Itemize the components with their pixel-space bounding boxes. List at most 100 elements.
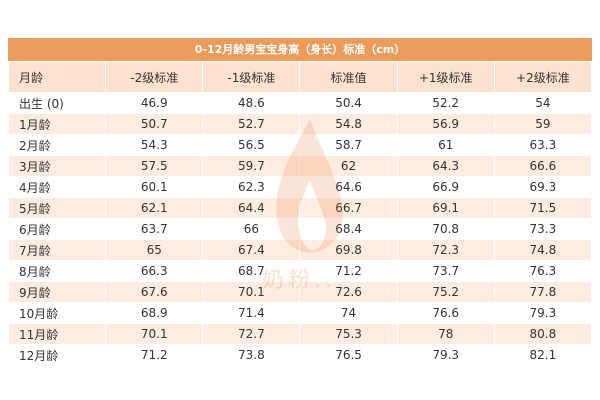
value-cell: 73.8 (202, 344, 301, 366)
value-cell: 61 (396, 134, 495, 156)
value-cell: 63.3 (493, 134, 593, 156)
value-cell: 59.7 (202, 155, 301, 177)
table-row: 10月龄 68.9 71.4 74 76.6 79.3 (7, 302, 593, 324)
value-cell: 56.9 (396, 113, 495, 135)
month-cell: 4月龄 (7, 176, 107, 198)
table-row: 7月龄 65 67.4 69.8 72.3 74.8 (7, 239, 593, 261)
value-cell: 66 (202, 218, 301, 240)
month-cell: 6月龄 (7, 218, 107, 240)
month-cell: 1月龄 (7, 113, 107, 135)
column-header: 标准值 (299, 61, 398, 93)
watermark-text: 奶粉... (262, 268, 347, 293)
value-cell: 71.5 (493, 197, 593, 219)
value-cell: 62 (299, 155, 398, 177)
value-cell: 74.8 (493, 239, 593, 261)
value-cell: 79.3 (396, 344, 495, 366)
value-cell: 54.3 (105, 134, 204, 156)
table-row: 4月龄 60.1 62.3 64.6 66.9 69.3 (7, 176, 593, 198)
value-cell: 82.1 (493, 344, 593, 366)
value-cell: 73.3 (493, 218, 593, 240)
month-cell: 7月龄 (7, 239, 107, 261)
value-cell: 69.1 (396, 197, 495, 219)
value-cell: 56.5 (202, 134, 301, 156)
value-cell: 76.5 (299, 344, 398, 366)
value-cell: 62.3 (202, 176, 301, 198)
value-cell: 50.4 (299, 92, 398, 114)
month-cell: 10月龄 (7, 302, 107, 324)
value-cell: 75.3 (299, 323, 398, 345)
month-cell: 5月龄 (7, 197, 107, 219)
value-cell: 80.8 (493, 323, 593, 345)
month-cell: 3月龄 (7, 155, 107, 177)
value-cell: 64.4 (202, 197, 301, 219)
value-cell: 58.7 (299, 134, 398, 156)
value-cell: 71.4 (202, 302, 301, 324)
column-header: -1级标准 (202, 61, 301, 93)
value-cell: 66.6 (493, 155, 593, 177)
value-cell: 69.8 (299, 239, 398, 261)
value-cell: 72.7 (202, 323, 301, 345)
value-cell: 70.1 (202, 281, 301, 303)
month-cell: 11月龄 (7, 323, 107, 345)
value-cell: 52.7 (202, 113, 301, 135)
value-cell: 57.5 (105, 155, 204, 177)
table-row: 11月龄 70.1 72.7 75.3 78 80.8 (7, 323, 593, 345)
header-row: 月龄 -2级标准 -1级标准 标准值 +1级标准 +2级标准 (7, 61, 593, 93)
month-cell: 2月龄 (7, 134, 107, 156)
month-cell: 8月龄 (7, 260, 107, 282)
value-cell: 66.9 (396, 176, 495, 198)
column-header: +1级标准 (396, 61, 495, 93)
value-cell: 66.7 (299, 197, 398, 219)
value-cell: 64.6 (299, 176, 398, 198)
table-row: 出生 (0) 46.9 48.6 50.4 52.2 54 (7, 92, 593, 114)
height-standard-table-card: 0-12月龄男宝宝身高（身长）标准（cm） 月龄 -2级标准 -1级标准 标准值… (7, 38, 593, 366)
value-cell: 63.7 (105, 218, 204, 240)
value-cell: 73.7 (396, 260, 495, 282)
value-cell: 74 (299, 302, 398, 324)
value-cell: 68.9 (105, 302, 204, 324)
table-row: 1月龄 50.7 52.7 54.8 56.9 59 (7, 113, 593, 135)
value-cell: 70.1 (105, 323, 204, 345)
value-cell: 46.9 (105, 92, 204, 114)
value-cell: 77.8 (493, 281, 593, 303)
value-cell: 78 (396, 323, 495, 345)
value-cell: 69.3 (493, 176, 593, 198)
value-cell: 72.3 (396, 239, 495, 261)
value-cell: 76.6 (396, 302, 495, 324)
value-cell: 62.1 (105, 197, 204, 219)
value-cell: 65 (105, 239, 204, 261)
table-row: 6月龄 63.7 66 68.4 70.8 73.3 (7, 218, 593, 240)
value-cell: 68.7 (202, 260, 301, 282)
month-cell: 出生 (0) (7, 92, 107, 114)
value-cell: 67.4 (202, 239, 301, 261)
value-cell: 54.8 (299, 113, 398, 135)
value-cell: 79.3 (493, 302, 593, 324)
table-row: 3月龄 57.5 59.7 62 64.3 66.6 (7, 155, 593, 177)
value-cell: 67.6 (105, 281, 204, 303)
column-header: -2级标准 (105, 61, 204, 93)
value-cell: 50.7 (105, 113, 204, 135)
table-row: 2月龄 54.3 56.5 58.7 61 63.3 (7, 134, 593, 156)
value-cell: 48.6 (202, 92, 301, 114)
column-header: 月龄 (7, 61, 107, 93)
column-header: +2级标准 (493, 61, 593, 93)
table-title: 0-12月龄男宝宝身高（身长）标准（cm） (8, 38, 592, 61)
value-cell: 71.2 (105, 344, 204, 366)
value-cell: 76.3 (493, 260, 593, 282)
value-cell: 52.2 (396, 92, 495, 114)
value-cell: 68.4 (299, 218, 398, 240)
value-cell: 60.1 (105, 176, 204, 198)
value-cell: 70.8 (396, 218, 495, 240)
value-cell: 66.3 (105, 260, 204, 282)
value-cell: 59 (493, 113, 593, 135)
month-cell: 9月龄 (7, 281, 107, 303)
table-body: 出生 (0) 46.9 48.6 50.4 52.2 54 1月龄 50.7 52.7 54.8 5… (7, 92, 593, 366)
value-cell: 64.3 (396, 155, 495, 177)
value-cell: 75.2 (396, 281, 495, 303)
table-row: 5月龄 62.1 64.4 66.7 69.1 71.5 (7, 197, 593, 219)
table-row: 8月龄 66.3 68.7 71.2 73.7 76.3 (7, 260, 593, 282)
month-cell: 12月龄 (7, 344, 107, 366)
table-row: 12月龄 71.2 73.8 76.5 79.3 82.1 (7, 344, 593, 366)
value-cell: 54 (493, 92, 593, 114)
height-standard-table: 月龄 -2级标准 -1级标准 标准值 +1级标准 +2级标准 出生 (0) 46.… (7, 61, 593, 366)
